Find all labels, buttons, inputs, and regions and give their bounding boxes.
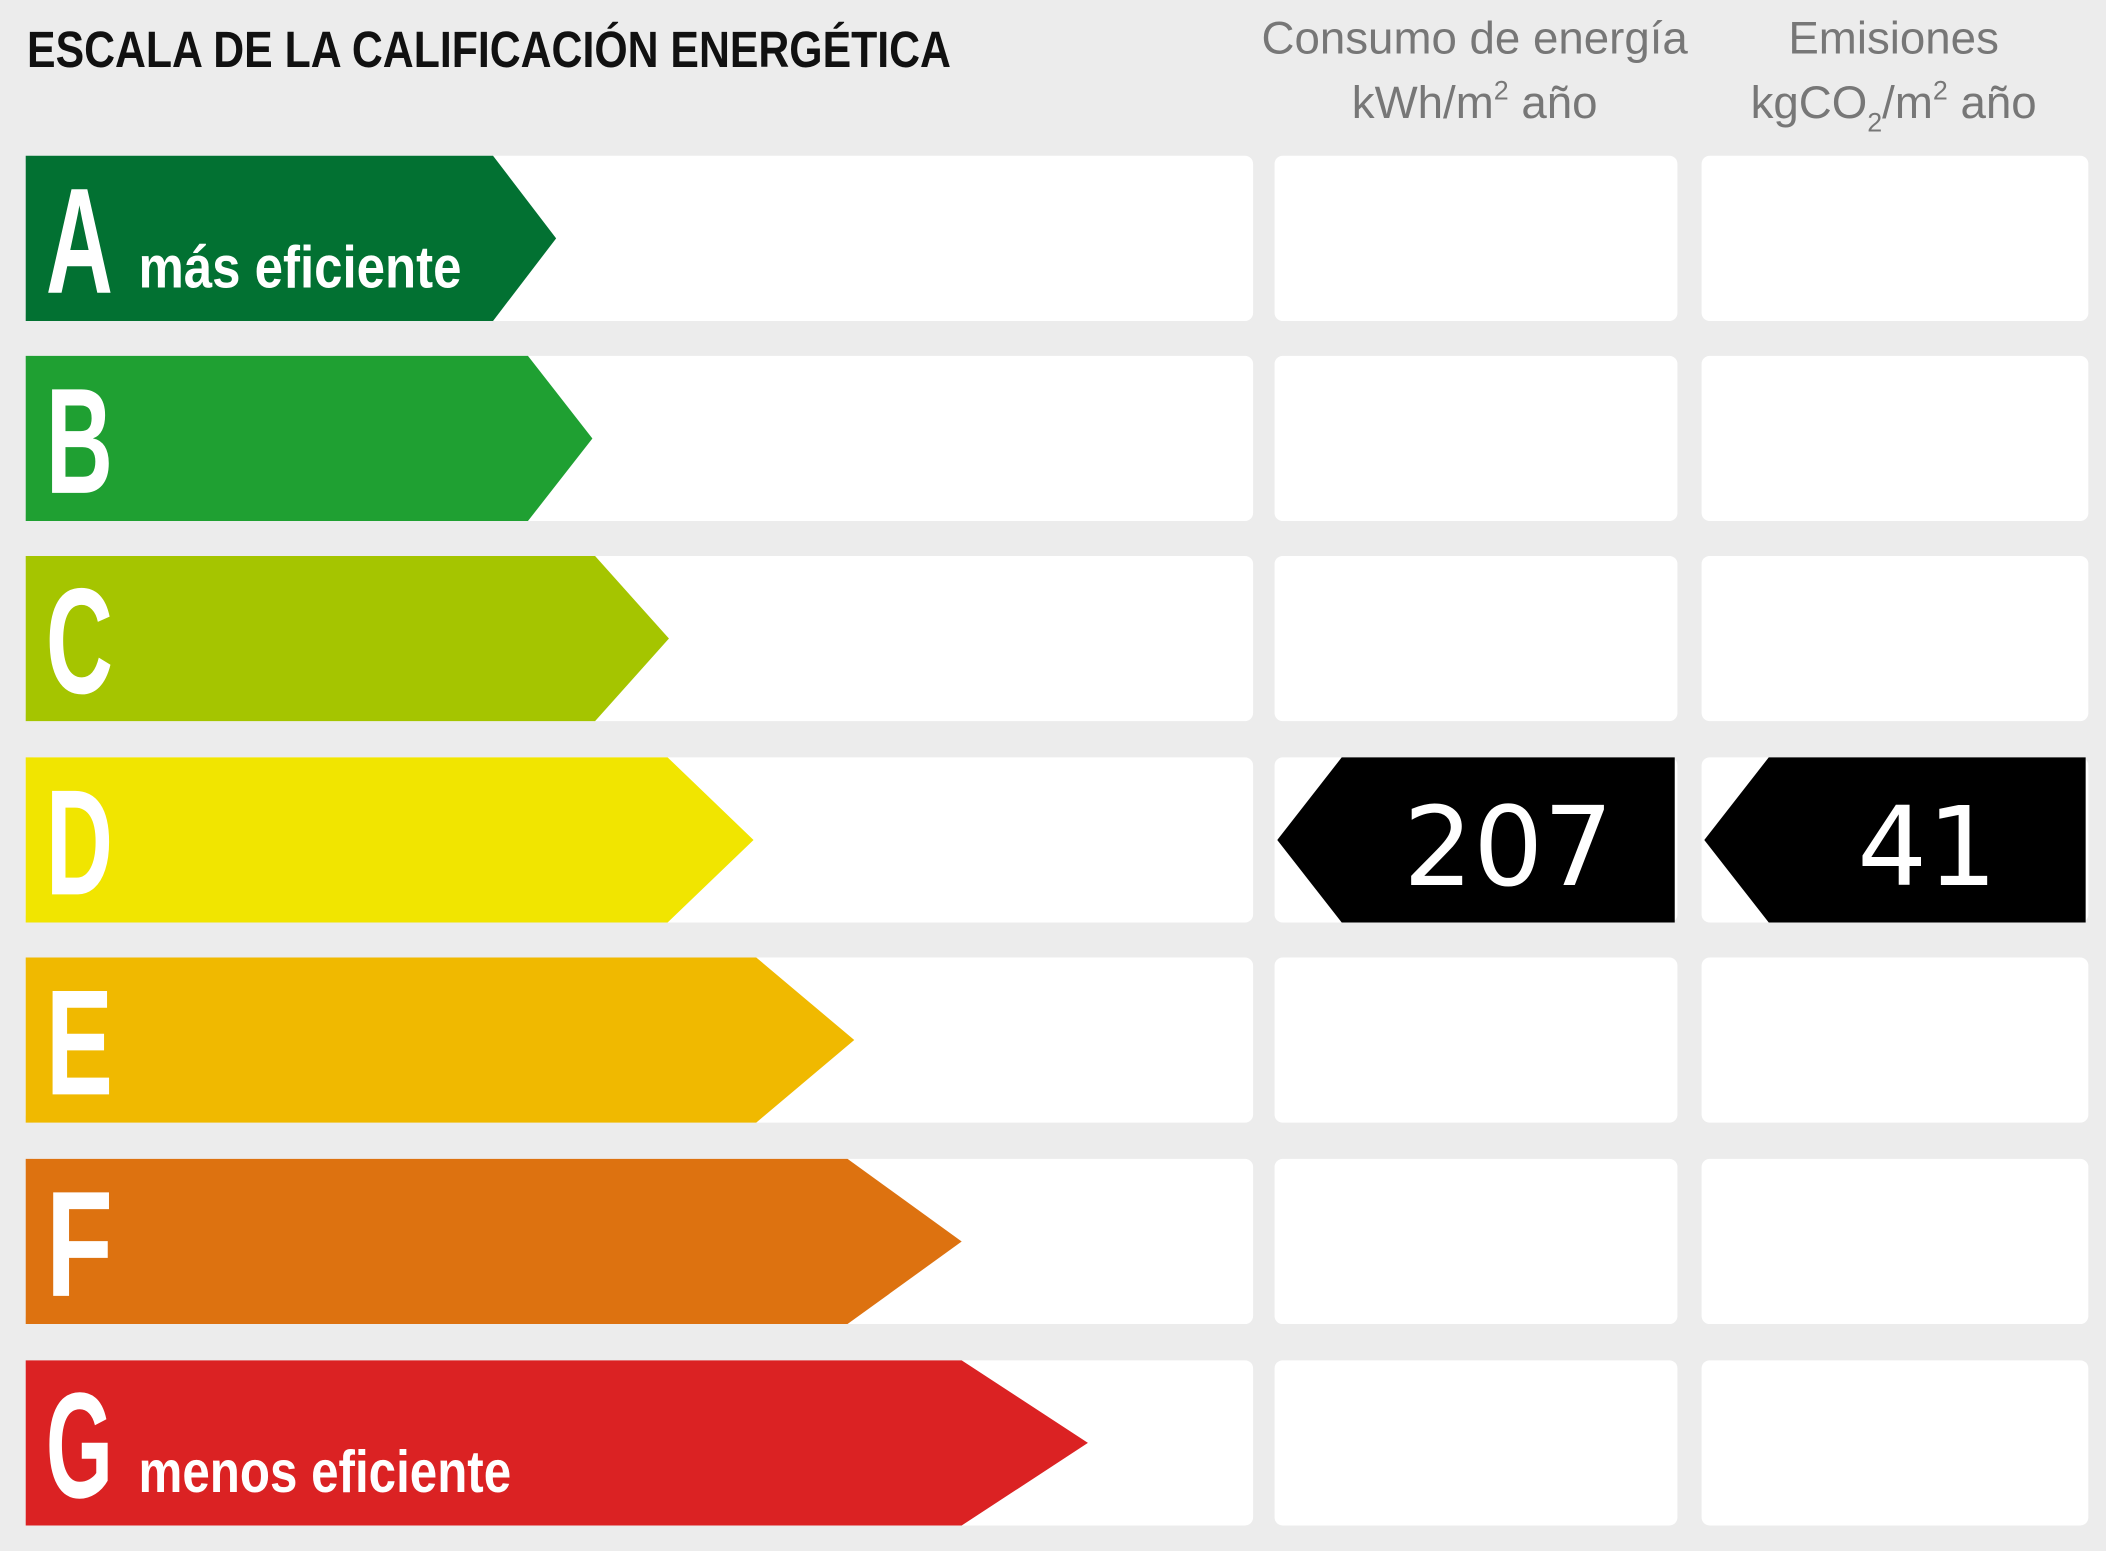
rating-label: menos eficiente: [139, 1439, 512, 1505]
rating-letter: A: [46, 157, 113, 325]
rating-letter: C: [46, 557, 113, 725]
value-cell: [1274, 555, 1678, 722]
rating-label: más eficiente: [139, 234, 462, 300]
unit-part: 2: [1933, 75, 1948, 105]
unit-part: año: [1948, 77, 2037, 128]
value-cell: [1701, 1158, 2089, 1325]
column-title: Emisiones: [1788, 13, 1999, 64]
value-cell: [1274, 957, 1678, 1123]
value-cell: [1701, 1360, 2089, 1526]
value-text: 207: [1403, 783, 1613, 911]
rating-arrow: [25, 155, 557, 321]
rating-letter: G: [46, 1361, 113, 1529]
value-arrow: [1277, 757, 1675, 923]
rating-arrow: [25, 757, 754, 923]
rating-arrow: [25, 355, 593, 522]
value-arrow: [1704, 757, 2086, 923]
rating-letter: F: [46, 1160, 113, 1328]
rating-arrow: [25, 555, 669, 722]
value-cell: [1701, 355, 2089, 522]
rating-arrow: [25, 957, 855, 1123]
unit-part: /m: [1882, 77, 1933, 128]
unit-part: 2: [1867, 108, 1882, 138]
column-unit: kgCO2/m2 año: [1751, 75, 2037, 137]
unit-part: kWh/m: [1352, 77, 1494, 128]
value-cell: [1274, 1360, 1678, 1526]
rating-letter: B: [46, 357, 113, 525]
rating-letter: E: [46, 958, 113, 1126]
unit-part: 2: [1494, 75, 1509, 105]
rating-arrow: [25, 1158, 962, 1325]
value-text: 41: [1857, 783, 1997, 911]
rating-letter: D: [46, 758, 113, 926]
value-cell: [1701, 555, 2089, 722]
column-title: Consumo de energía: [1262, 13, 1689, 64]
value-cell: [1274, 155, 1678, 321]
column-unit: kWh/m2 año: [1352, 75, 1598, 128]
title: ESCALA DE LA CALIFICACIÓN ENERGÉTICA: [27, 21, 951, 78]
unit-part: kgCO: [1751, 77, 1868, 128]
unit-part: año: [1509, 77, 1598, 128]
value-cell: [1701, 155, 2089, 321]
value-cell: [1701, 957, 2089, 1123]
value-cell: [1274, 355, 1678, 522]
rating-arrow: [25, 1360, 1088, 1526]
value-cell: [1274, 1158, 1678, 1325]
